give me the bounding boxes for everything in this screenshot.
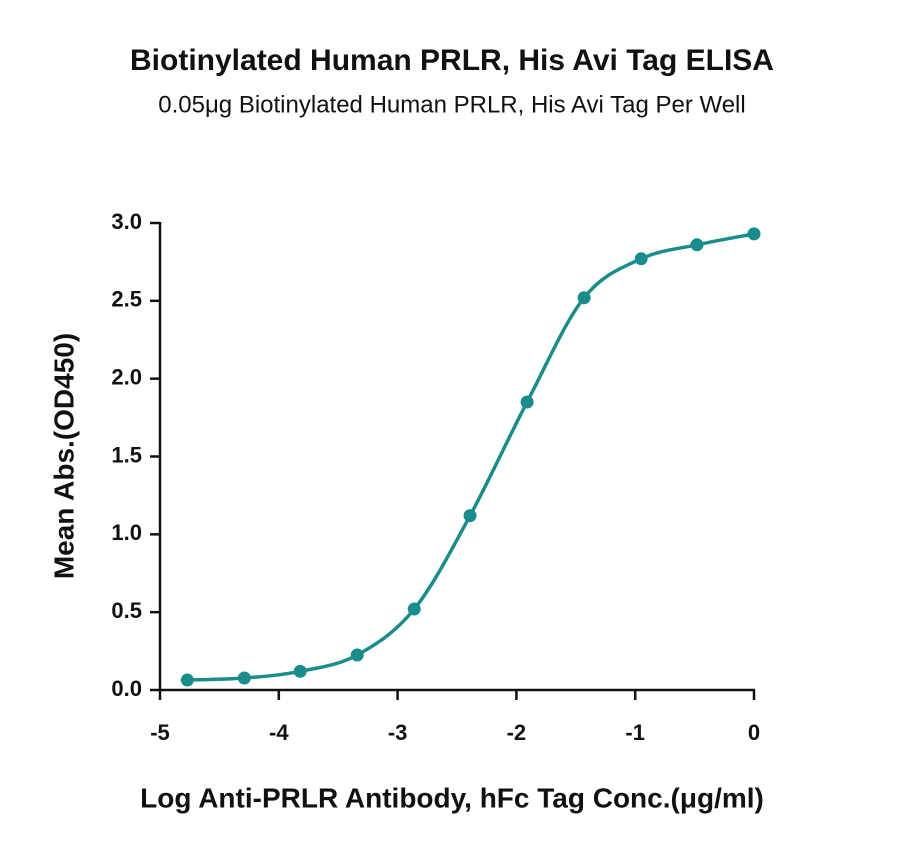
x-tick-label: -4: [269, 720, 289, 745]
chart-title: Biotinylated Human PRLR, His Avi Tag ELI…: [130, 44, 774, 77]
x-tick-label: -1: [625, 720, 645, 745]
x-axis-label: Log Anti-PRLR Antibody, hFc Tag Conc.(μg…: [140, 782, 764, 813]
fit-curve: [187, 232, 755, 682]
data-point: [180, 673, 194, 687]
y-tick-label: 0.5: [111, 598, 142, 623]
y-tick-label: 0.0: [111, 676, 142, 701]
data-point: [634, 252, 648, 266]
data-point: [463, 509, 477, 523]
x-tick-label: -3: [388, 720, 408, 745]
x-tick-label: -5: [150, 720, 170, 745]
x-tick-label: -2: [507, 720, 527, 745]
data-point: [350, 648, 364, 662]
y-tick-label: 2.5: [111, 287, 142, 312]
data-point: [237, 671, 251, 685]
data-point: [690, 238, 704, 252]
data-point: [293, 664, 307, 678]
data-point: [747, 227, 761, 241]
chart-subtitle: 0.05μg Biotinylated Human PRLR, His Avi …: [158, 91, 745, 118]
y-tick-label: 1.5: [111, 442, 142, 467]
data-point: [520, 395, 534, 409]
y-tick-label: 3.0: [111, 209, 142, 234]
y-axis-label: Mean Abs.(OD450): [48, 333, 79, 579]
x-tick-label: 0: [748, 720, 760, 745]
y-tick-label: 1.0: [111, 520, 142, 545]
data-point: [577, 291, 591, 305]
y-tick-label: 2.0: [111, 364, 142, 389]
data-point: [407, 602, 421, 616]
